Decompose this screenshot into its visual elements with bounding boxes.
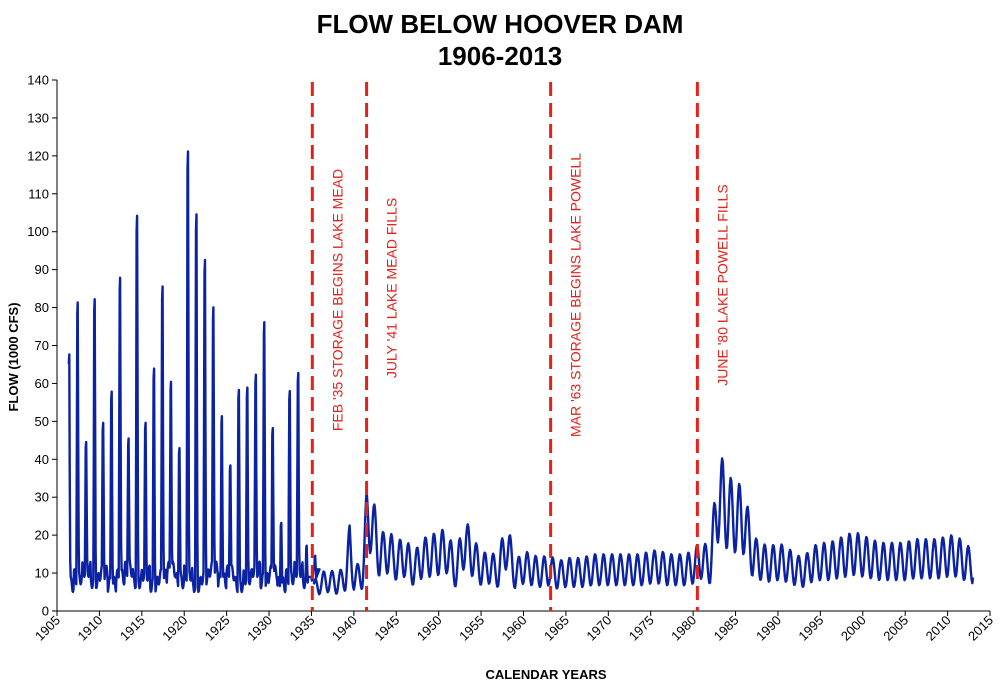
y-tick-label: 20 (35, 528, 49, 543)
x-tick-label: 1965 (541, 613, 572, 644)
x-tick-label: 1980 (668, 613, 699, 644)
x-tick-label: 1960 (499, 613, 530, 644)
y-tick-label: 10 (35, 566, 49, 581)
y-tick-label: 90 (35, 262, 49, 277)
y-tick-label: 40 (35, 452, 49, 467)
event-label: MAR '63 STORAGE BEGINS LAKE POWELL (568, 153, 584, 437)
chart-title-line-2: 1906-2013 (437, 41, 563, 71)
x-tick-label: 1915 (117, 613, 148, 644)
x-tick-label: 1945 (371, 613, 402, 644)
y-tick-label: 80 (35, 300, 49, 315)
x-tick-label: 1940 (329, 613, 360, 644)
y-tick-label: 0 (42, 604, 49, 619)
y-tick-label: 120 (27, 148, 49, 163)
x-tick-label: 1905 (32, 613, 63, 644)
event-label: JULY '41 LAKE MEAD FILLS (384, 198, 400, 378)
chart-title: FLOW BELOW HOOVER DAM 1906-2013 (0, 8, 1000, 72)
x-tick-label: 2010 (923, 613, 954, 644)
event-label: FEB '35 STORAGE BEGINS LAKE MEAD (329, 169, 345, 431)
series-group (67, 150, 975, 596)
x-tick-label: 1985 (711, 613, 742, 644)
x-tick-label: 2000 (838, 613, 869, 644)
y-tick-label: 140 (27, 73, 49, 88)
x-tick-label: 1935 (287, 613, 318, 644)
flow-series-line (67, 150, 975, 596)
x-tick-label: 1955 (456, 613, 487, 644)
x-tick-label: 1920 (159, 613, 190, 644)
x-tick-label: 1990 (753, 613, 784, 644)
x-tick-label: 1975 (626, 613, 657, 644)
chart-title-line-1: FLOW BELOW HOOVER DAM (316, 9, 684, 39)
x-tick-label: 1950 (414, 613, 445, 644)
y-tick-label: 60 (35, 376, 49, 391)
y-tick-label: 130 (27, 110, 49, 125)
y-tick-label: 110 (28, 186, 49, 201)
x-tick-label: 1995 (795, 613, 826, 644)
event-label: JUNE '80 LAKE POWELL FILLS (714, 184, 730, 385)
y-axis-title: FLOW (1000 CFS) (6, 302, 21, 411)
x-tick-label: 1925 (202, 613, 233, 644)
x-axis-title: CALENDAR YEARS (485, 667, 606, 682)
y-tick-label: 100 (27, 224, 49, 239)
events-group: FEB '35 STORAGE BEGINS LAKE MEAD JULY '41… (310, 82, 730, 611)
x-tick-label: 1930 (244, 613, 275, 644)
x-tick-label: 2005 (880, 613, 911, 644)
x-tick-label: 1970 (583, 613, 614, 644)
x-tick-label: 2015 (965, 613, 996, 644)
y-tick-label: 30 (35, 490, 49, 505)
y-tick-label: 70 (35, 338, 49, 353)
y-tick-label: 50 (35, 414, 49, 429)
x-tick-label: 1910 (74, 613, 105, 644)
